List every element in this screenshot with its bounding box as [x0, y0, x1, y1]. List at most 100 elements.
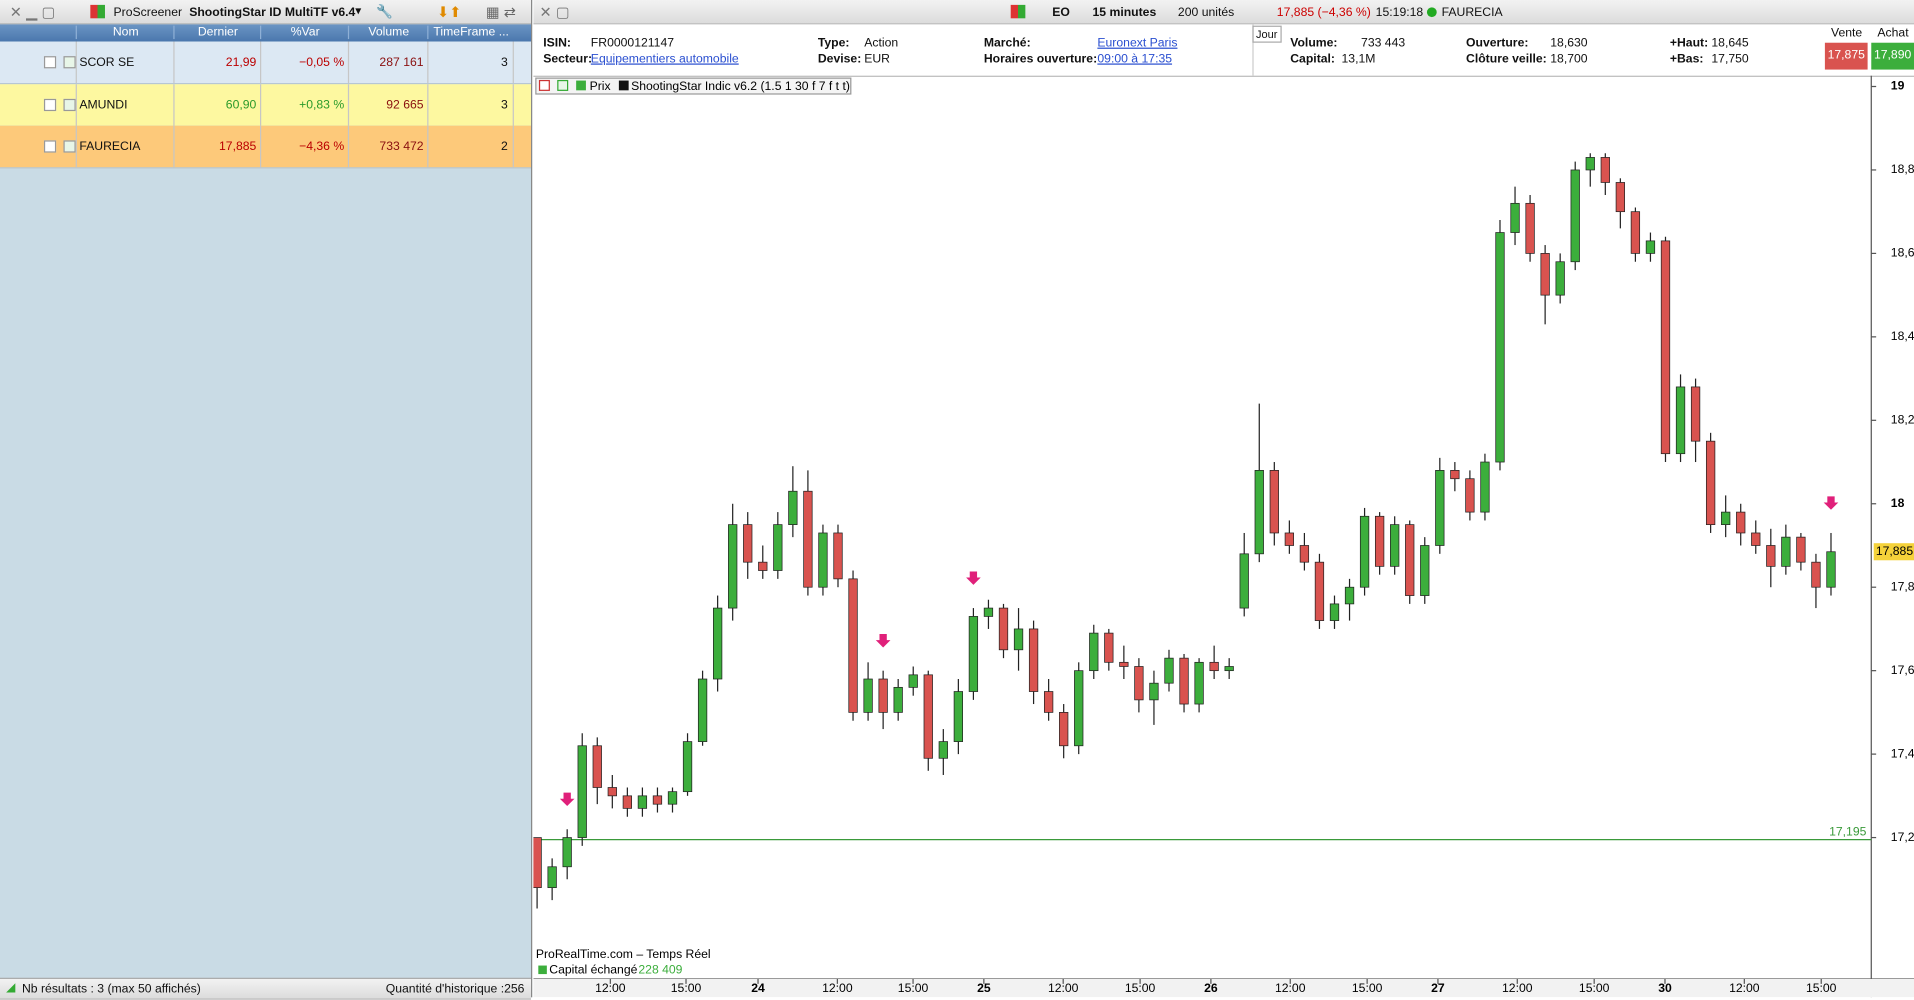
- cell: 60,90: [225, 98, 257, 112]
- x-tick-label: 12:00: [1502, 981, 1533, 995]
- field-label: ISIN:: [543, 36, 572, 51]
- candle-body: [697, 678, 708, 742]
- up-icon: [63, 56, 76, 69]
- y-tick-label: 17,6: [1891, 663, 1914, 677]
- signal-arrow: [559, 792, 575, 807]
- x-tick-label: 12:00: [1729, 981, 1760, 995]
- x-tick-label: 15:00: [1579, 981, 1610, 995]
- candle-body: [1164, 657, 1174, 684]
- candle-body: [1149, 682, 1159, 701]
- candle-body: [953, 691, 963, 742]
- candle-body: [607, 787, 617, 797]
- candle-body: [1299, 545, 1310, 563]
- window-buttons[interactable]: ✕ ▁ ▢: [9, 3, 56, 21]
- candle-body: [577, 745, 587, 838]
- candle-body: [1705, 440, 1716, 525]
- download-icon[interactable]: ⬇⬆: [436, 3, 462, 21]
- field-value: FR0000121147: [590, 36, 675, 51]
- cell-border: [260, 125, 262, 168]
- cell: 2: [501, 140, 508, 154]
- field-value: 733 443: [1361, 36, 1406, 51]
- screener-title[interactable]: ProScreener: [113, 6, 183, 20]
- sell-button[interactable]: 17,875: [1824, 42, 1868, 70]
- candle-body: [788, 490, 798, 525]
- cell-border: [260, 41, 262, 84]
- field-label: Ouverture:: [1466, 36, 1529, 51]
- y-tick-label: 18: [1891, 496, 1905, 510]
- column-header: Volume: [347, 25, 429, 40]
- buy-button[interactable]: 17,890: [1871, 42, 1914, 70]
- candle-body: [1615, 182, 1625, 213]
- candle-body: [938, 741, 948, 759]
- x-tick-label: 12:00: [1275, 981, 1306, 995]
- candle-body: [1420, 545, 1430, 596]
- field-value: Equipementiers automobile: [590, 52, 739, 66]
- units[interactable]: 200 unités: [1177, 6, 1235, 20]
- symbol[interactable]: EO: [1052, 6, 1070, 20]
- column-header: %Var: [260, 25, 349, 40]
- field-value: 18,630: [1550, 36, 1588, 51]
- last-price-tag: [1873, 543, 1914, 561]
- candle-body: [712, 607, 723, 680]
- candle-body: [1826, 551, 1836, 588]
- settings-icon[interactable]: 🔧: [375, 4, 393, 20]
- chart-icon[interactable]: [1010, 4, 1026, 19]
- period-tab[interactable]: Jour: [1252, 25, 1282, 43]
- candle-body: [1660, 240, 1671, 455]
- period[interactable]: 15 minutes: [1092, 6, 1157, 20]
- volume-label: Capital échangé: [549, 963, 637, 977]
- candle-body: [1525, 202, 1535, 254]
- candle-body: [547, 866, 557, 889]
- candle-body: [1570, 169, 1580, 263]
- cell: 17,885: [218, 140, 257, 154]
- candle-body: [1059, 712, 1069, 747]
- candle-body: [1134, 666, 1144, 701]
- dropdown[interactable]: ▾: [355, 4, 362, 19]
- up-icon: [63, 140, 76, 153]
- x-tick-label: 30: [1658, 981, 1672, 995]
- volume-value: 228 409: [638, 963, 682, 977]
- cell-border: [173, 125, 175, 168]
- candle-body: [1179, 657, 1189, 705]
- candle-body: [1314, 561, 1325, 621]
- chart-icon[interactable]: [90, 4, 105, 19]
- candle-body: [1510, 202, 1520, 233]
- buy-label: Achat: [1877, 26, 1909, 41]
- candle-body: [818, 532, 828, 588]
- candle-body: [1269, 470, 1279, 534]
- candle-body: [1781, 536, 1791, 567]
- x-tick-label: 25: [977, 981, 991, 995]
- live-dot: [1426, 7, 1437, 18]
- cell: SCOR SE: [79, 56, 135, 70]
- cell-border: [347, 125, 350, 168]
- y-tick-label: 18,2: [1891, 413, 1914, 427]
- candle-body: [1736, 511, 1746, 534]
- candle-body: [1766, 545, 1776, 567]
- last-price-label: 17,885: [1876, 544, 1913, 558]
- candle-body: [1540, 253, 1550, 296]
- cell: 21,99: [225, 56, 257, 70]
- cell: 3: [501, 56, 508, 70]
- cell-border: [260, 83, 262, 126]
- field-label: Clôture veille:: [1466, 52, 1547, 66]
- screener-name[interactable]: ShootingStar ID MultiTF v6.4: [189, 6, 356, 20]
- y-tick-label: 18,6: [1891, 246, 1914, 260]
- y-tick-label: 18,8: [1891, 162, 1914, 176]
- candle-body: [923, 674, 933, 759]
- field-value: EUR: [864, 52, 891, 66]
- field-value: 18,645: [1711, 36, 1749, 51]
- candle-body: [622, 795, 633, 809]
- candle-body: [1465, 478, 1475, 513]
- x-tick-label: 24: [751, 981, 765, 995]
- field-label: Secteur:: [543, 52, 593, 66]
- cell: 3: [501, 98, 508, 112]
- x-tick-label: 15:00: [1352, 981, 1383, 995]
- candle-body: [1224, 666, 1234, 672]
- candle-body: [637, 795, 648, 809]
- window-buttons[interactable]: ✕ ▢: [539, 3, 570, 21]
- cell-border: [512, 41, 514, 84]
- candle-body: [1089, 632, 1099, 672]
- view-icon[interactable]: ▦ ⇄: [485, 3, 517, 21]
- history-text: Quantité d'historique :256: [385, 982, 525, 997]
